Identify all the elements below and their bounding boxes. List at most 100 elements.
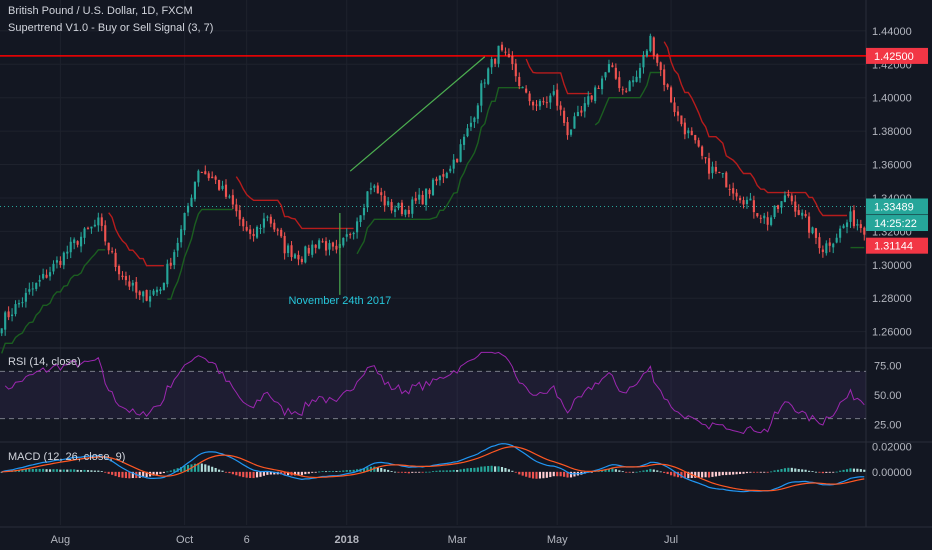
macd-histogram-bar [473,467,476,472]
candle-body [142,291,145,297]
macd-histogram-bar [773,470,776,472]
price-tag [866,237,928,254]
macd-histogram-bar [469,467,473,472]
candle-body [200,172,203,174]
candle-body [687,130,690,134]
macd-histogram-bar [52,469,55,472]
price-tick-label: 1.44000 [872,26,912,38]
candle-body [55,260,58,263]
macd-histogram-bar [763,471,766,473]
macd-histogram-bar [445,470,448,472]
candle-body [138,291,141,296]
macd-histogram-bar [397,471,400,473]
candle-body [28,289,31,292]
panel-dividers [0,0,932,528]
macd-histogram-bar [259,471,262,477]
price-tick-label: 1.38000 [872,126,912,138]
candle-body [607,63,611,73]
macd-histogram-bar [362,468,366,472]
candle-body [407,210,410,214]
candle-body [293,254,297,259]
candle-body [590,95,593,100]
macd-histogram-bar [224,471,228,473]
candle-body [425,188,428,206]
macd-histogram-bar [352,469,355,472]
macd-histogram-bar [76,469,79,472]
candle-body [694,134,697,141]
candle-body [821,249,824,252]
macd-histogram-bar [790,467,793,472]
macd-histogram-bar [839,470,842,472]
price-tag-text: 14:25:22 [874,218,917,230]
candle-body [183,212,186,231]
macd-histogram-bar [318,471,321,473]
macd-histogram-bar [218,469,221,472]
candle-body [790,195,793,202]
macd-histogram-bar [48,469,52,472]
macd-histogram-bar [428,471,431,473]
candle-body [500,44,504,51]
macd-histogram-bar [632,471,635,473]
candle-body [97,217,100,226]
candle-body [552,91,555,95]
macd-histogram-bar [721,471,724,476]
macd-histogram-bar [145,471,148,478]
macd-histogram-bar [842,469,845,472]
macd-histogram-bar [787,467,790,472]
candle-body [262,218,266,228]
candle-body [752,200,755,213]
macd-histogram-bar [407,471,410,474]
macd-histogram-bar [155,471,159,475]
candle-body [469,122,473,127]
macd-histogram-bar [331,470,335,472]
candle-body [642,54,645,68]
macd-histogram-bar [559,471,562,477]
candle-body [770,217,773,225]
candle-body [538,100,542,107]
macd-histogram-bar [183,465,186,472]
supertrend-line [525,58,592,95]
candle-body [252,233,255,237]
candle-body [414,198,417,201]
macd-histogram-bar [821,471,824,474]
macd-histogram-bar [311,471,314,473]
candle-body [528,93,531,102]
macd-histogram-bar [863,469,866,472]
macd-histogram-bar [97,470,100,472]
candle-body [221,185,224,189]
macd-histogram-bar [628,471,631,473]
macd-histogram-bar [770,471,773,473]
level-lines [0,55,866,207]
macd-histogram-bar [376,467,379,472]
candle-body [31,288,34,290]
macd-histogram-bar [780,469,783,472]
candle-body [704,157,707,159]
candle-body [680,115,683,125]
macd-histogram-bar [17,469,21,472]
macd-histogram-bar [349,469,352,472]
candle-body [618,77,621,89]
candle-body [93,224,96,227]
time-tick-label: May [547,534,568,546]
macd-histogram-bar [742,471,745,474]
candle-body [628,81,631,92]
candle-body [638,67,642,79]
candle-body [690,130,693,136]
candle-body [376,185,379,194]
macd-histogram-bar [518,471,521,475]
macd-histogram-bar [680,471,683,478]
candle-body [656,54,659,63]
macd-histogram-bar [659,471,662,473]
candles [0,33,866,337]
candle-body [155,289,159,293]
candle-body [566,122,569,136]
candle-body [535,104,538,106]
candle-body [380,192,383,196]
macd-histogram-bar [549,471,552,478]
macd-histogram-bar [694,471,697,478]
candle-body [580,110,583,113]
candle-body [776,205,780,210]
macd-histogram-bar [801,469,804,472]
macd-histogram-bar [104,471,107,473]
